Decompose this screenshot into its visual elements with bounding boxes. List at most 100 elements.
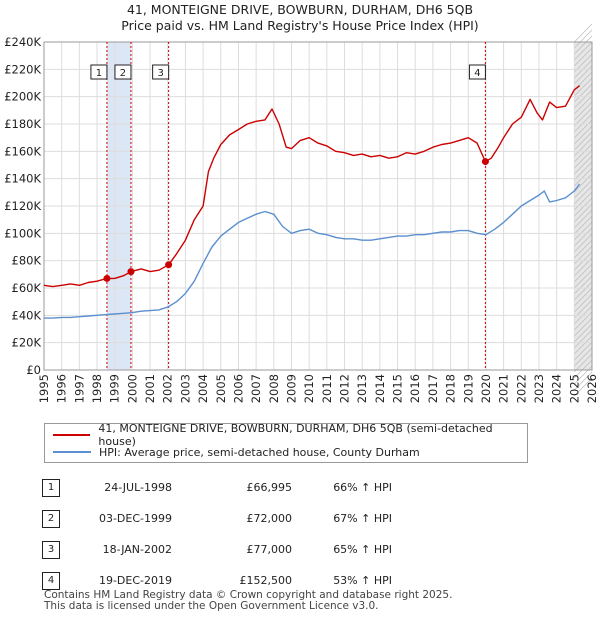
- hatch-line: [574, 107, 593, 127]
- x-tick-label: 2017: [426, 374, 440, 403]
- marker-label-4: 4: [474, 68, 480, 79]
- hatch-line: [574, 263, 593, 283]
- hatch-line: [574, 131, 593, 151]
- y-tick-label: £20K: [12, 336, 42, 350]
- chart-title-line1: 41, MONTEIGNE DRIVE, BOWBURN, DURHAM, DH…: [126, 2, 474, 17]
- hatch-line: [574, 275, 593, 295]
- hpi-line: [44, 183, 581, 319]
- hatch-line: [574, 89, 593, 109]
- hatch-line: [574, 209, 593, 229]
- hatch-line: [574, 353, 593, 373]
- hatch-line: [574, 227, 593, 247]
- transaction-price: £66,995: [246, 481, 293, 494]
- hatch-line: [574, 287, 593, 307]
- y-tick-label: £100K: [4, 226, 41, 240]
- hatch-line: [574, 329, 593, 349]
- x-tick-label: 1997: [72, 374, 86, 403]
- marker-box-2: [114, 64, 132, 80]
- footer: Contains HM Land Registry data © Crown c…: [44, 590, 452, 612]
- hatch-line: [574, 35, 593, 55]
- table-row: 2 03-DEC-1999 £72,000 67% ↑ HPI: [42, 503, 392, 534]
- x-tick-label: 2013: [355, 374, 369, 403]
- hatch-line: [574, 377, 593, 397]
- x-tick-label: 2016: [408, 374, 422, 403]
- hatch-line: [574, 173, 593, 193]
- transaction-hpi: 67% ↑ HPI: [333, 512, 392, 525]
- hatch-line: [574, 221, 593, 241]
- x-tick-label: 2025: [567, 374, 581, 403]
- transaction-date: 19-DEC-2019: [98, 574, 172, 587]
- x-tick-label: 2012: [338, 374, 352, 403]
- x-tick-label: 2009: [284, 374, 298, 403]
- footer-copyright: Contains HM Land Registry data © Crown c…: [44, 589, 453, 601]
- hatch-line: [574, 47, 593, 67]
- hatch-line: [574, 335, 593, 355]
- hatch-line: [574, 317, 593, 337]
- x-tick-label: 2014: [373, 374, 387, 403]
- hatch-line: [574, 155, 593, 175]
- y-tick-label: £160K: [4, 144, 41, 158]
- x-tick-label: 1999: [108, 374, 122, 403]
- price-chart: £0 £20K £40K £60K £80K £100K £120K £140K £160K £1…: [4, 23, 599, 403]
- x-tick-label: 2003: [178, 374, 192, 403]
- x-tick-label: 1995: [37, 374, 51, 403]
- hatch-line: [574, 365, 593, 385]
- hatch-line: [574, 203, 593, 223]
- hatch-line: [574, 125, 593, 145]
- transaction-price: £77,000: [246, 543, 293, 556]
- transaction-hpi: 53% ↑ HPI: [333, 574, 392, 587]
- marker-label-2: 2: [120, 68, 126, 79]
- transaction-price: £72,000: [246, 512, 293, 525]
- hatch-line: [574, 101, 593, 121]
- legend-swatch-hpi: [53, 451, 91, 453]
- x-tick-label: 2001: [143, 374, 157, 403]
- sale-point-2: [127, 268, 135, 276]
- hatch-line: [574, 341, 593, 361]
- hatch-line: [574, 41, 593, 61]
- transaction-date: 03-DEC-1999: [98, 512, 172, 525]
- hatch-line: [574, 215, 593, 235]
- transaction-hpi: 66% ↑ HPI: [333, 481, 392, 494]
- transaction-number-badge: 2: [42, 509, 60, 528]
- hatch-line: [574, 185, 593, 205]
- legend-item-hpi: HPI: Average price, semi-detached house,…: [53, 444, 420, 460]
- transaction-hpi: 65% ↑ HPI: [333, 543, 392, 556]
- y-tick-label: £60K: [12, 281, 42, 295]
- hatch-line: [574, 29, 593, 49]
- hatch-line: [574, 293, 593, 313]
- y-tick-label: £120K: [4, 199, 41, 213]
- hatch-line: [574, 149, 593, 169]
- y-tick-label: £220K: [4, 62, 41, 76]
- transactions-table: 1 24-JUL-1998 £66,995 66% ↑ HPI 2 03-DEC…: [42, 472, 392, 596]
- x-tick-label: 2007: [249, 374, 263, 403]
- x-tick-label: 2011: [320, 374, 334, 403]
- hatch-line: [574, 77, 593, 97]
- hatch-line: [574, 347, 593, 367]
- sale-point-4: [481, 158, 489, 166]
- hatch-line: [574, 239, 593, 259]
- hatch-line: [574, 143, 593, 163]
- hatch-line: [574, 233, 593, 253]
- x-tick-label: 2018: [444, 374, 458, 403]
- hatch-line: [574, 119, 593, 139]
- table-row: 3 18-JAN-2002 £77,000 65% ↑ HPI: [42, 534, 392, 565]
- x-tick-label: 2023: [532, 374, 546, 403]
- x-tick-label: 2021: [497, 374, 511, 403]
- hatch-line: [574, 359, 593, 379]
- y-tick-label: £40K: [12, 308, 42, 322]
- x-tick-label: 1996: [55, 374, 69, 403]
- plot-frame: [43, 41, 593, 371]
- transaction-number-badge: 4: [42, 571, 60, 590]
- hatch-line: [574, 197, 593, 217]
- x-tick-label: 2022: [514, 374, 528, 403]
- x-tick-label: 2000: [125, 374, 139, 403]
- transaction-date: 24-JUL-1998: [104, 481, 172, 494]
- hatch-line: [574, 281, 593, 301]
- sale-point-3: [165, 261, 173, 269]
- marker-label-3: 3: [157, 68, 163, 79]
- y-tick-label: £140K: [4, 172, 41, 186]
- hatch-line: [574, 113, 593, 133]
- x-tick-label: 2026: [585, 374, 599, 403]
- hatch-line: [574, 137, 593, 157]
- hatch-line: [574, 371, 593, 391]
